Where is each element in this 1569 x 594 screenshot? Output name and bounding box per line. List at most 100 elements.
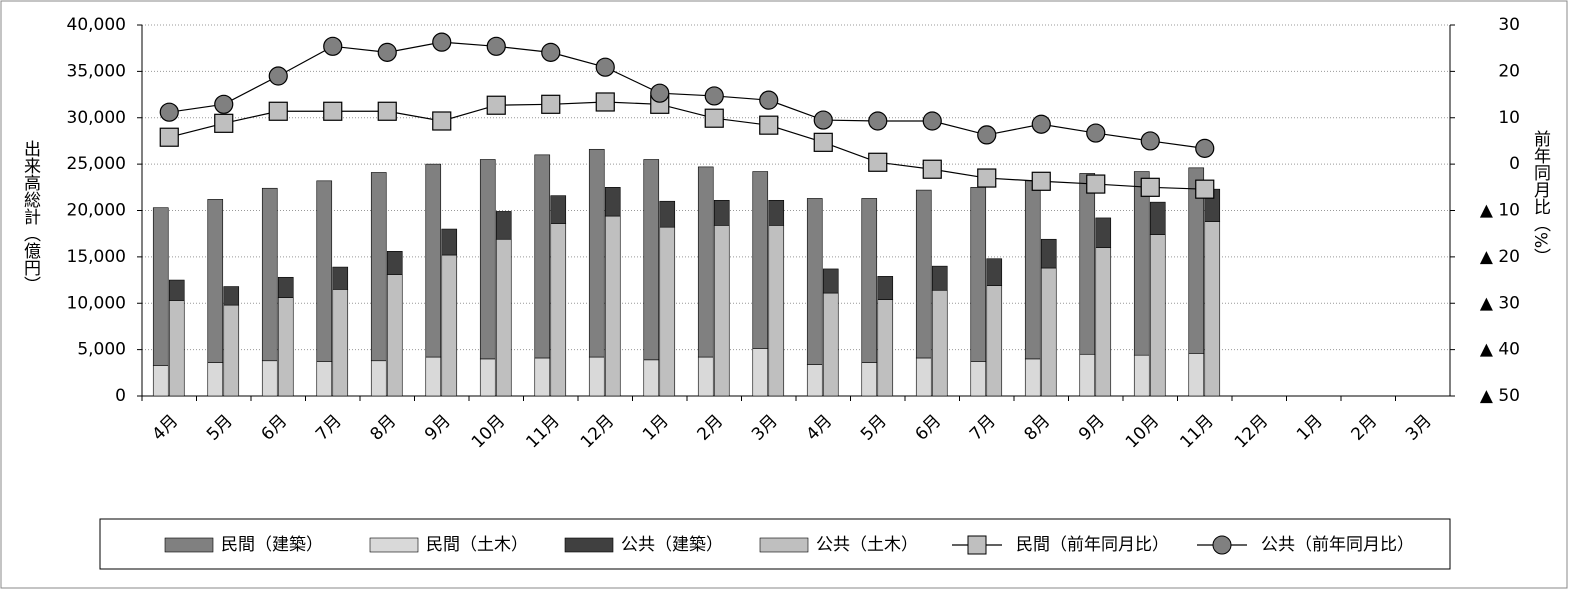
marker	[922, 111, 942, 131]
marker	[977, 125, 997, 145]
marker	[323, 101, 343, 121]
legend-label: 公共（建築）	[621, 535, 723, 555]
bar	[550, 223, 567, 397]
bar	[1079, 173, 1096, 355]
marker	[1140, 131, 1160, 151]
bar	[495, 211, 512, 240]
y2-tick-label: 20	[1498, 61, 1520, 81]
bar	[425, 163, 442, 358]
legend-marker	[1212, 535, 1232, 555]
y2-tick-label: ▲ 50	[1480, 386, 1520, 406]
y-tick-label: 35,000	[67, 61, 126, 81]
y-tick-label: 40,000	[67, 15, 126, 35]
bar	[861, 198, 878, 363]
legend-swatch	[564, 537, 614, 553]
bar	[441, 228, 458, 256]
marker	[813, 132, 833, 152]
marker	[650, 83, 670, 103]
y-axis-label: 出来高総計（億円）	[20, 140, 41, 293]
bar	[168, 279, 185, 301]
bar	[207, 362, 224, 397]
legend-label: 公共（前年同月比）	[1261, 535, 1414, 555]
bar	[1204, 221, 1221, 397]
bar	[643, 159, 660, 361]
marker	[595, 57, 615, 77]
bar	[931, 289, 948, 397]
marker	[159, 127, 179, 147]
marker	[486, 36, 506, 56]
marker	[922, 159, 942, 179]
bar	[604, 187, 621, 217]
bar	[822, 292, 839, 397]
y2-tick-label: 30	[1498, 15, 1520, 35]
y2-tick-label: 0	[1509, 154, 1520, 174]
bar	[479, 159, 496, 360]
bar	[261, 360, 278, 397]
marker	[1140, 177, 1160, 197]
marker	[868, 111, 888, 131]
bar	[915, 189, 932, 359]
bar	[479, 358, 496, 397]
bar	[168, 300, 185, 397]
y-tick-label: 20,000	[67, 201, 126, 221]
bar	[316, 361, 333, 397]
marker	[1086, 123, 1106, 143]
bar	[277, 297, 294, 397]
bar	[1095, 247, 1112, 397]
bar	[877, 299, 894, 397]
y2-tick-label: ▲ 30	[1480, 293, 1520, 313]
marker	[1195, 138, 1215, 158]
bar	[588, 148, 605, 358]
marker	[595, 92, 615, 112]
bar	[1188, 167, 1205, 354]
bar	[752, 171, 769, 349]
marker	[377, 101, 397, 121]
y-tick-label: 10,000	[67, 293, 126, 313]
legend-box	[99, 518, 1451, 570]
bar	[604, 215, 621, 397]
y-tick-label: 30,000	[67, 108, 126, 128]
legend-label: 民間（前年同月比）	[1016, 535, 1169, 555]
marker	[704, 108, 724, 128]
bar	[713, 225, 730, 397]
bar	[1133, 171, 1150, 356]
marker	[704, 86, 724, 106]
marker	[1195, 179, 1215, 199]
marker	[268, 66, 288, 86]
bar	[534, 154, 551, 359]
marker	[214, 94, 234, 114]
marker	[1086, 174, 1106, 194]
marker	[323, 36, 343, 56]
marker	[159, 102, 179, 122]
y2-tick-label: ▲ 40	[1480, 340, 1520, 360]
bar	[986, 258, 1003, 286]
bar	[316, 180, 333, 362]
bar	[1040, 267, 1057, 397]
legend-label: 民間（建築）	[221, 535, 323, 555]
bar	[386, 251, 403, 275]
bar	[822, 268, 839, 294]
bar	[370, 172, 387, 362]
bar	[643, 359, 660, 397]
bar	[588, 356, 605, 397]
marker	[813, 110, 833, 130]
marker	[868, 152, 888, 172]
bar	[806, 364, 823, 397]
bar	[223, 304, 240, 397]
bar	[495, 238, 512, 397]
legend-marker	[967, 535, 987, 555]
marker	[432, 111, 452, 131]
marker	[268, 101, 288, 121]
bar	[915, 357, 932, 397]
bar	[1040, 238, 1057, 269]
legend-swatch	[369, 537, 419, 553]
bar	[386, 274, 403, 397]
y-tick-label: 5,000	[77, 340, 126, 360]
y-tick-label: 25,000	[67, 154, 126, 174]
marker	[759, 90, 779, 110]
bar	[970, 361, 987, 397]
legend-label: 公共（土木）	[816, 535, 918, 555]
bar	[277, 276, 294, 298]
bar	[550, 195, 567, 224]
